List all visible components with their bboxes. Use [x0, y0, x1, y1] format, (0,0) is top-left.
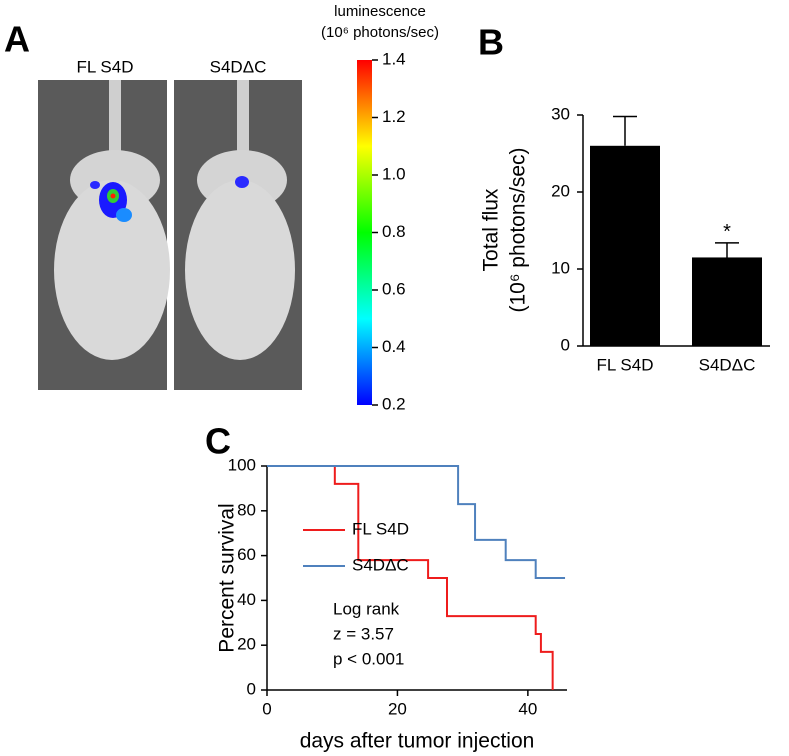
- bar: [590, 145, 660, 346]
- x-tick-label: FL S4D: [596, 355, 653, 374]
- y-tick-label: 20: [551, 181, 570, 200]
- y-axis-label: (10⁶ photons/sec): [507, 147, 530, 312]
- y-tick-label: 0: [561, 335, 570, 354]
- annotation: Log rank: [333, 599, 400, 618]
- mouse-body: [185, 180, 295, 360]
- survival-line: [267, 465, 566, 579]
- image-label: S4DΔC: [210, 57, 267, 76]
- panel-label: A: [4, 19, 30, 60]
- y-tick-label: 0: [247, 679, 256, 698]
- x-axis-label: days after tumor injection: [300, 730, 535, 753]
- mouse-images: [38, 80, 302, 390]
- colorbar-tick-label: 0.8: [382, 222, 406, 241]
- y-tick-label: 20: [237, 635, 256, 654]
- y-tick-label: 30: [551, 104, 570, 123]
- x-tick-label: 0: [262, 699, 271, 718]
- signal-blob: [235, 176, 249, 188]
- signal-blob: [110, 193, 116, 199]
- colorbar-tick-label: 1.2: [382, 107, 406, 126]
- colorbar-title: luminescence: [334, 3, 426, 20]
- legend-label: FL S4D: [352, 519, 409, 538]
- legend-label: S4DΔC: [352, 555, 409, 574]
- survival-line: [267, 465, 554, 690]
- colorbar: [357, 60, 372, 405]
- x-tick-label: 20: [388, 699, 407, 718]
- y-axis-label: Percent survival: [216, 503, 239, 652]
- mouse-tail: [237, 80, 249, 160]
- y-tick-label: 40: [237, 590, 256, 609]
- significance-label: *: [723, 221, 731, 243]
- error-bar: [613, 115, 637, 146]
- panel-label: C: [205, 421, 231, 462]
- bar: [692, 257, 762, 346]
- signal-blob: [90, 181, 100, 189]
- x-tick-label: 40: [518, 699, 537, 718]
- colorbar-tick-label: 0.4: [382, 337, 406, 356]
- y-tick-label: 10: [551, 258, 570, 277]
- y-tick-label: 80: [237, 500, 256, 519]
- signal-blob: [116, 208, 132, 222]
- colorbar-tick-label: 0.2: [382, 394, 406, 413]
- y-tick-label: 100: [228, 455, 256, 474]
- x-tick-label: S4DΔC: [699, 355, 756, 374]
- y-tick-label: 60: [237, 545, 256, 564]
- annotation: z = 3.57: [333, 624, 394, 643]
- y-axis-label: Total flux: [480, 188, 503, 271]
- mouse-body: [54, 180, 170, 360]
- colorbar-tick-label: 1.4: [382, 49, 406, 68]
- annotation: p < 0.001: [333, 649, 404, 668]
- colorbar-tick-label: 1.0: [382, 164, 406, 183]
- panel-label: B: [478, 22, 504, 63]
- image-label: FL S4D: [76, 57, 133, 76]
- mouse-tail: [109, 80, 121, 160]
- colorbar-tick-label: 0.6: [382, 279, 406, 298]
- colorbar-title: (10⁶ photons/sec): [321, 24, 439, 41]
- error-bar: [715, 242, 739, 258]
